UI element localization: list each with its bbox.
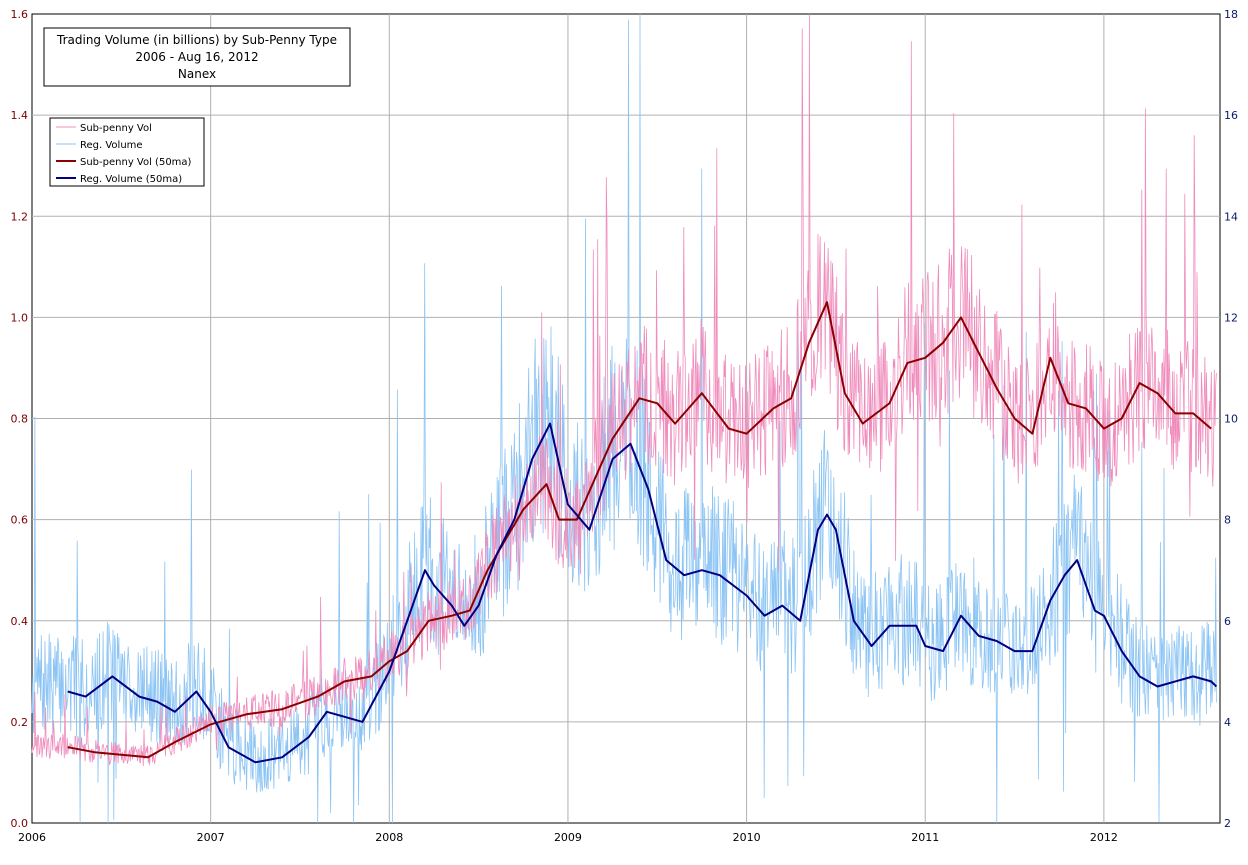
- y-left-tick-label: 1.6: [11, 8, 29, 21]
- x-tick-label: 2007: [197, 831, 225, 844]
- x-tick-label: 2010: [733, 831, 761, 844]
- x-tick-label: 2009: [554, 831, 582, 844]
- legend: Sub-penny Vol Reg. Volume Sub-penny Vol …: [50, 118, 204, 186]
- x-tick-label: 2011: [911, 831, 939, 844]
- y-left-tick-label: 0.4: [11, 615, 29, 628]
- y-right-tick-label: 6: [1224, 615, 1231, 628]
- chart-title: Trading Volume (in billions) by Sub-Penn…: [56, 33, 337, 47]
- y-right-tick-label: 10: [1224, 413, 1238, 426]
- y-left-tick-label: 0.0: [11, 817, 29, 830]
- x-tick-label: 2008: [375, 831, 403, 844]
- y-left-tick-label: 1.0: [11, 311, 29, 324]
- title-box: Trading Volume (in billions) by Sub-Penn…: [44, 28, 350, 86]
- y-right-tick-label: 2: [1224, 817, 1231, 830]
- legend-label-reg-volume-50ma: Reg. Volume (50ma): [80, 174, 182, 185]
- x-tick-label: 2012: [1090, 831, 1118, 844]
- y-left-tick-label: 1.2: [11, 210, 29, 223]
- y-left-tick-label: 0.6: [11, 514, 29, 527]
- y-right-tick-label: 18: [1224, 8, 1238, 21]
- x-tick-label: 2006: [18, 831, 46, 844]
- chart-source: Nanex: [178, 67, 216, 81]
- y-left-tick-label: 0.2: [11, 716, 29, 729]
- y-left-tick-label: 0.8: [11, 413, 29, 426]
- legend-label-reg-volume: Reg. Volume: [80, 140, 143, 151]
- chart-subtitle: 2006 - Aug 16, 2012: [135, 50, 258, 64]
- y-right-tick-label: 8: [1224, 514, 1231, 527]
- y-right-tick-label: 4: [1224, 716, 1231, 729]
- y-right-tick-label: 14: [1224, 210, 1238, 223]
- y-left-tick-label: 1.4: [11, 109, 29, 122]
- y-right-tick-label: 16: [1224, 109, 1238, 122]
- legend-label-sub-penny-vol-50ma: Sub-penny Vol (50ma): [80, 157, 192, 168]
- legend-label-sub-penny-vol: Sub-penny Vol: [80, 123, 152, 134]
- y-right-tick-label: 12: [1224, 311, 1238, 324]
